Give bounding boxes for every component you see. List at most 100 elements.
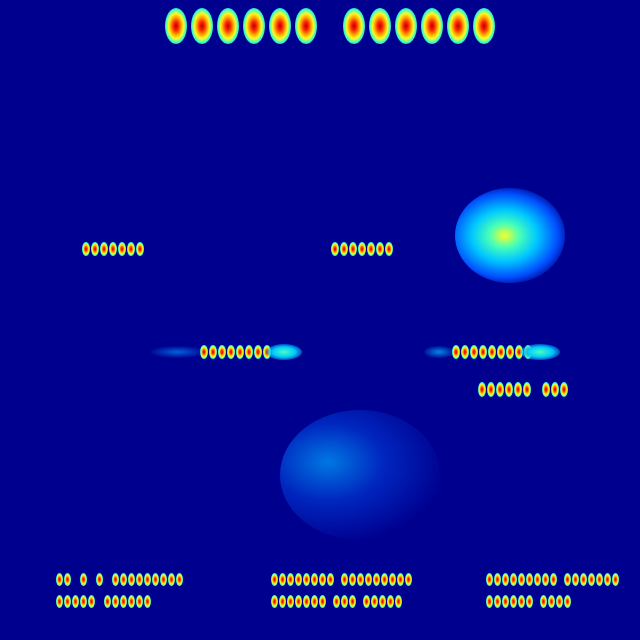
- heat-glyph: [165, 8, 187, 44]
- heat-glyph: [279, 573, 286, 586]
- heat-glyph: [136, 595, 143, 608]
- heat-glyph: [118, 242, 126, 256]
- heat-glyph: [254, 345, 262, 359]
- heat-glyph: [367, 242, 375, 256]
- footer-center-heat-row: [271, 573, 413, 586]
- heat-glyph: [80, 595, 87, 608]
- heat-glyph: [319, 573, 326, 586]
- heat-glyph: [542, 382, 550, 397]
- heat-glyph: [349, 242, 357, 256]
- heat-glyph: [144, 595, 151, 608]
- heat-glyph: [160, 573, 167, 586]
- middle-left-label-heat-blob: [150, 346, 205, 358]
- middle-right-sublabel-heat-row: [478, 382, 569, 397]
- heat-glyph: [604, 573, 611, 586]
- heat-glyph: [331, 242, 339, 256]
- heat-glyph: [564, 573, 571, 586]
- heat-glyph: [341, 573, 348, 586]
- heat-glyph: [478, 382, 486, 397]
- middle-right-label-heat-blob: [424, 346, 454, 358]
- heat-glyph: [494, 573, 501, 586]
- heat-glyph: [243, 8, 265, 44]
- heat-glyph: [518, 573, 525, 586]
- heat-glyph: [287, 595, 294, 608]
- heat-glyph: [387, 595, 394, 608]
- heat-glyph: [510, 595, 517, 608]
- heat-glyph: [470, 345, 478, 359]
- heat-glyph: [385, 242, 393, 256]
- heat-glyph: [526, 595, 533, 608]
- middle-right-label-heat-row: [452, 345, 533, 359]
- heat-glyph: [365, 573, 372, 586]
- heat-glyph: [564, 595, 571, 608]
- heat-glyph: [112, 573, 119, 586]
- heat-glyph: [551, 382, 559, 397]
- heat-glyph: [245, 345, 253, 359]
- heat-glyph: [505, 382, 513, 397]
- heat-glyph: [327, 573, 334, 586]
- upper-right-image-heat-blob: [455, 188, 565, 283]
- heat-glyph: [263, 345, 271, 359]
- heat-glyph: [389, 573, 396, 586]
- heat-glyph: [120, 573, 127, 586]
- title-heat-row: [165, 8, 499, 44]
- heat-glyph: [487, 382, 495, 397]
- heat-glyph: [452, 345, 460, 359]
- heat-glyph: [56, 573, 63, 586]
- heat-glyph: [200, 345, 208, 359]
- heat-glyph: [580, 573, 587, 586]
- footer-left-heat-row: [56, 595, 152, 608]
- heat-glyph: [96, 573, 103, 586]
- heat-glyph: [560, 382, 568, 397]
- heat-glyph: [358, 242, 366, 256]
- heat-glyph: [227, 345, 235, 359]
- heat-glyph: [319, 595, 326, 608]
- heat-glyph: [612, 573, 619, 586]
- heat-glyph: [548, 595, 555, 608]
- heat-glyph: [176, 573, 183, 586]
- heat-glyph: [556, 595, 563, 608]
- heat-glyph: [486, 573, 493, 586]
- heat-glyph: [373, 573, 380, 586]
- heat-glyph: [363, 595, 370, 608]
- heat-glyph: [144, 573, 151, 586]
- heat-glyph: [514, 382, 522, 397]
- heat-glyph: [209, 345, 217, 359]
- heat-glyph: [596, 573, 603, 586]
- heat-glyph: [461, 345, 469, 359]
- heat-glyph: [540, 595, 547, 608]
- heat-glyph: [357, 573, 364, 586]
- heat-glyph: [395, 8, 417, 44]
- upper-center-label-heat-row: [331, 242, 394, 256]
- heat-glyph: [295, 8, 317, 44]
- heat-glyph: [405, 573, 412, 586]
- heat-glyph: [534, 573, 541, 586]
- heat-glyph: [395, 595, 402, 608]
- heat-glyph: [343, 8, 365, 44]
- heat-glyph: [421, 8, 443, 44]
- middle-left-label-heat-row: [200, 345, 272, 359]
- heat-glyph: [333, 595, 340, 608]
- heat-glyph: [168, 573, 175, 586]
- heat-glyph: [502, 595, 509, 608]
- heat-glyph: [341, 595, 348, 608]
- heat-glyph: [217, 8, 239, 44]
- heat-glyph: [136, 242, 144, 256]
- heat-glyph: [271, 595, 278, 608]
- heat-glyph: [311, 595, 318, 608]
- heat-glyph: [369, 8, 391, 44]
- heat-glyph: [371, 595, 378, 608]
- heat-glyph: [303, 573, 310, 586]
- heat-glyph: [287, 573, 294, 586]
- heat-glyph: [72, 595, 79, 608]
- heat-glyph: [524, 345, 532, 359]
- heat-glyph: [303, 595, 310, 608]
- heat-glyph: [340, 242, 348, 256]
- heat-glyph: [128, 595, 135, 608]
- heat-glyph: [112, 595, 119, 608]
- heat-glyph: [510, 573, 517, 586]
- heat-glyph: [136, 573, 143, 586]
- heat-glyph: [82, 242, 90, 256]
- heat-glyph: [542, 573, 549, 586]
